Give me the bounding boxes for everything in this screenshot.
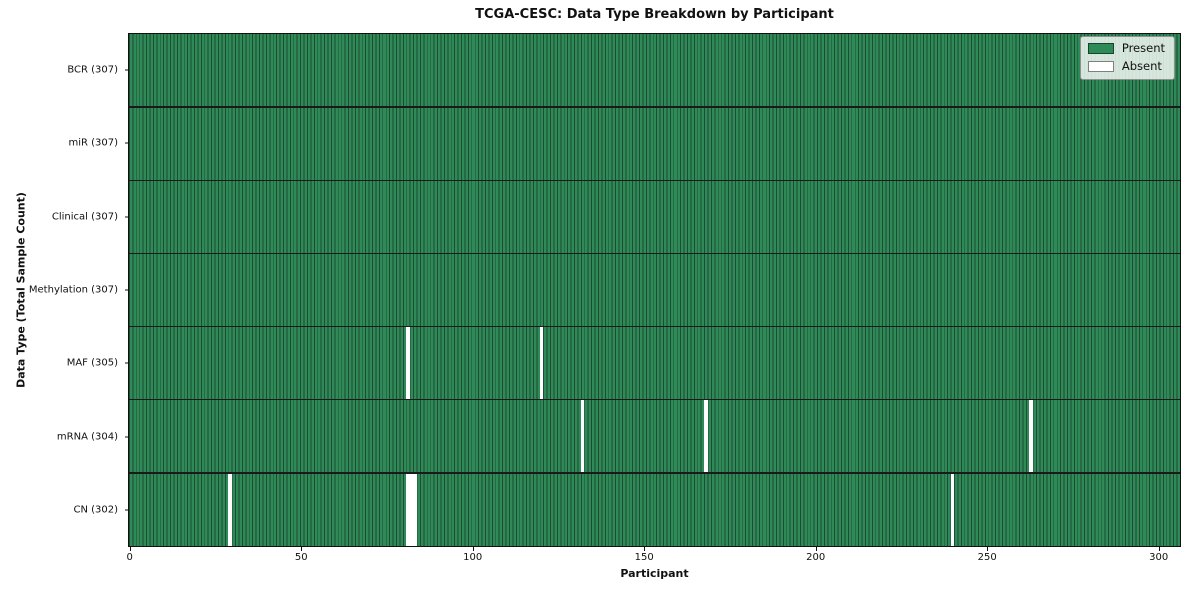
y-tick-label-methylation: Methylation (307): [28, 284, 118, 296]
heatmap-row-cn: [129, 472, 1180, 546]
x-tick-label: 200: [806, 552, 826, 563]
y-tick-mark: [124, 362, 128, 364]
absent-mark-mrna-p132: [580, 399, 585, 473]
y-tick-mark: [124, 289, 128, 291]
y-tick-label-maf: MAF (305): [66, 357, 118, 369]
legend-item-absent: Absent: [1087, 59, 1165, 73]
absent-mark-cn-p240: [950, 472, 955, 546]
x-tick-label: 100: [463, 552, 483, 563]
x-tick-mark: [301, 547, 303, 551]
x-tick-mark: [129, 547, 131, 551]
legend-item-present: Present: [1087, 41, 1165, 55]
x-tick-mark: [815, 547, 817, 551]
absent-swatch-icon: [1087, 61, 1114, 72]
y-tick-label-cn: CN (302): [73, 504, 118, 516]
legend-label-present: Present: [1121, 41, 1165, 55]
x-tick-label: 250: [977, 552, 997, 563]
row-separator: [129, 472, 1180, 474]
legend-label-absent: Absent: [1121, 59, 1162, 73]
row-separator: [129, 179, 1180, 181]
y-axis-ticks: BCR (307) miR (307) Clinical (307) Methylat…: [0, 33, 128, 547]
x-tick-mark: [987, 547, 989, 551]
row-separator: [129, 106, 1180, 108]
legend: Present Absent: [1079, 36, 1175, 80]
y-tick-label-mrna: mRNA (304): [56, 431, 118, 443]
y-tick-mark: [124, 509, 128, 511]
x-tick-mark: [472, 547, 474, 551]
x-tick-label: 0: [126, 552, 133, 563]
heatmap-row-maf: [129, 326, 1180, 400]
absent-mark-mrna-p168: [704, 399, 708, 473]
x-tick-label: 50: [294, 552, 308, 563]
x-axis-label: Participant: [620, 567, 689, 580]
y-tick-mark: [124, 216, 128, 218]
x-tick-label: 150: [634, 552, 654, 563]
x-tick-mark: [1158, 547, 1160, 551]
plot-area: Present Absent: [128, 33, 1181, 547]
absent-mark-maf-p81: [406, 326, 410, 400]
heatmap-row-bcr: [129, 34, 1180, 108]
y-tick-label-mir: miR (307): [68, 137, 118, 149]
heatmap-row-mrna: [129, 399, 1180, 473]
x-tick-mark: [644, 547, 646, 551]
chart-title: TCGA-CESC: Data Type Breakdown by Partic…: [475, 7, 834, 22]
heatmap-row-methylation: [129, 253, 1180, 327]
y-tick-mark: [124, 69, 128, 71]
y-tick-mark: [124, 436, 128, 438]
y-tick-label-clinical: Clinical (307): [51, 211, 118, 223]
y-tick-mark: [124, 142, 128, 144]
absent-mark-maf-p120: [539, 326, 544, 400]
heatmap-row-clinical: [129, 180, 1180, 254]
absent-mark-cn-p82: [409, 472, 414, 546]
row-separator: [129, 252, 1180, 255]
absent-mark-cn-p83: [413, 472, 417, 546]
absent-mark-mrna-p263: [1029, 399, 1033, 473]
absent-mark-cn-p29: [228, 472, 232, 546]
x-axis-ticks: 0 50 100 150 200 250 300: [126, 547, 1181, 567]
row-separator: [129, 399, 1180, 401]
y-tick-label-bcr: BCR (307): [67, 64, 118, 76]
present-swatch-icon: [1087, 43, 1114, 54]
absent-mark-cn-p81: [406, 472, 410, 546]
heatmap-row-mir: [129, 107, 1180, 181]
row-separator: [129, 325, 1180, 328]
x-tick-label: 300: [1149, 552, 1169, 563]
